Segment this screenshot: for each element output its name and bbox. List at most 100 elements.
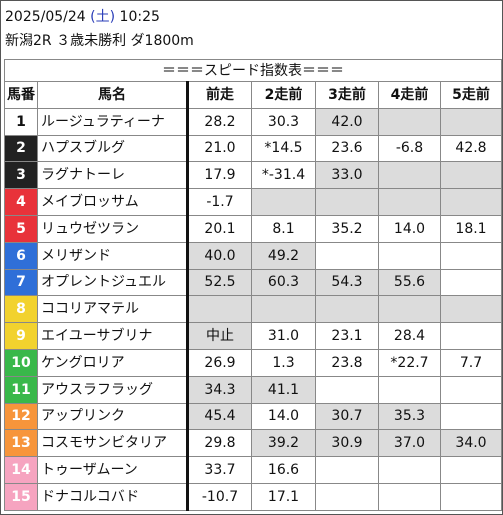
gate-number-cell: 8	[4, 295, 38, 324]
table-row: 4 メイブロッサム -1.7	[4, 188, 502, 216]
speed-index-cell: 23.8	[315, 348, 379, 377]
speed-index-cell: 54.3	[315, 268, 379, 297]
speed-index-cell: 30.9	[315, 429, 379, 458]
speed-index-cell: 14.0	[251, 402, 316, 431]
table-row: 8 ココリアマテル	[4, 295, 502, 324]
speed-index-cell	[440, 295, 502, 324]
horse-name-cell: コスモサンビタリア	[37, 429, 189, 458]
speed-index-cell	[440, 107, 502, 136]
speed-index-cell: 39.2	[251, 429, 316, 458]
horse-name-cell: ケングロリア	[37, 348, 189, 377]
speed-index-table: ＝＝＝スピード指数表＝＝＝ 馬番 馬名 前走 2走前 3走前 4走前 5走前 1 ルージュラテ…	[4, 59, 502, 511]
horse-name-cell: ラグナトーレ	[37, 161, 189, 190]
gate-number-cell: 9	[4, 322, 38, 350]
speed-index-cell: 42.0	[315, 107, 379, 136]
gate-number-cell: 3	[4, 161, 38, 190]
speed-index-cell: 中止	[187, 322, 252, 350]
speed-index-cell: 21.0	[187, 134, 252, 163]
speed-index-cell: -1.7	[187, 188, 252, 216]
horse-name-cell: オプレントジュエル	[37, 268, 189, 297]
speed-index-cell	[378, 107, 441, 136]
gate-number-cell: 4	[4, 188, 38, 216]
speed-index-cell	[315, 295, 379, 324]
column-header-row: 馬番 馬名 前走 2走前 3走前 4走前 5走前	[4, 81, 502, 109]
speed-index-cell	[440, 456, 502, 484]
speed-index-cell: 42.8	[440, 134, 502, 163]
speed-index-cell	[378, 188, 441, 216]
header-gate-number: 馬番	[4, 81, 38, 109]
horse-name-cell: リュウゼツラン	[37, 214, 189, 243]
horse-name-cell: ハプスブルグ	[37, 134, 189, 163]
speed-index-cell: 18.1	[440, 214, 502, 243]
table-row: 15 ドナコルコバド -10.7 17.1	[4, 482, 502, 511]
gate-number-cell: 10	[4, 348, 38, 377]
speed-index-cell	[440, 375, 502, 404]
speed-index-cell: 49.2	[251, 241, 316, 270]
gate-number-cell: 2	[4, 134, 38, 163]
speed-index-cell: 26.9	[187, 348, 252, 377]
race-weekday: 土	[95, 9, 110, 25]
gate-number-cell: 7	[4, 268, 38, 297]
speed-index-cell: 40.0	[187, 241, 252, 270]
speed-index-cell	[378, 482, 441, 511]
speed-index-cell	[315, 456, 379, 484]
speed-index-cell: 23.6	[315, 134, 379, 163]
horse-name-cell: トゥーザムーン	[37, 456, 189, 484]
speed-index-cell: 29.8	[187, 429, 252, 458]
race-day-close: )	[109, 9, 116, 25]
race-datetime: 2025/05/24 (土) 10:25	[5, 8, 160, 26]
horse-name-cell: ココリアマテル	[37, 295, 189, 324]
header-5-races-ago: 5走前	[440, 81, 502, 109]
header-4-races-ago: 4走前	[378, 81, 441, 109]
header-3-races-ago: 3走前	[315, 81, 379, 109]
speed-index-cell	[440, 268, 502, 297]
horse-name-cell: アップリンク	[37, 402, 189, 431]
speed-index-cell	[378, 375, 441, 404]
table-row: 5 リュウゼツラン 20.1 8.1 35.2 14.0 18.1	[4, 214, 502, 243]
speed-index-cell	[440, 482, 502, 511]
horse-name-cell: エイユーサブリナ	[37, 322, 189, 350]
race-day-open: (	[90, 9, 96, 25]
speed-index-cell: 14.0	[378, 214, 441, 243]
speed-index-cell: 23.1	[315, 322, 379, 350]
speed-index-cell: 28.2	[187, 107, 252, 136]
race-time: 10:25	[119, 9, 160, 25]
speed-index-cell: *22.7	[378, 348, 441, 377]
table-row: 2 ハプスブルグ 21.0 *14.5 23.6 -6.8 42.8	[4, 134, 502, 163]
gate-number-cell: 13	[4, 429, 38, 458]
horse-name-cell: メリザンド	[37, 241, 189, 270]
speed-index-cell: *14.5	[251, 134, 316, 163]
speed-index-cell: 52.5	[187, 268, 252, 297]
race-date: 2025/05/24	[5, 9, 86, 25]
speed-index-cell: 17.1	[251, 482, 316, 511]
speed-index-cell	[315, 482, 379, 511]
table-row: 7 オプレントジュエル 52.5 60.3 54.3 55.6	[4, 268, 502, 297]
table-body: 1 ルージュラティーナ 28.2 30.3 42.0 2 ハプスブルグ 21.0 *14.5 23…	[4, 107, 502, 511]
speed-index-cell	[440, 161, 502, 190]
header-horse-name: 馬名	[37, 81, 189, 109]
speed-index-cell: *-31.4	[251, 161, 316, 190]
speed-index-cell: -10.7	[187, 482, 252, 511]
speed-index-cell	[315, 241, 379, 270]
speed-index-cell: 1.3	[251, 348, 316, 377]
table-row: 12 アップリンク 45.4 14.0 30.7 35.3	[4, 402, 502, 431]
speed-index-cell: 55.6	[378, 268, 441, 297]
speed-index-cell: -6.8	[378, 134, 441, 163]
speed-index-cell: 17.9	[187, 161, 252, 190]
speed-index-cell	[251, 295, 316, 324]
speed-index-cell: 31.0	[251, 322, 316, 350]
speed-index-cell: 41.1	[251, 375, 316, 404]
speed-index-cell	[378, 241, 441, 270]
horse-name-cell: アウスラフラッグ	[37, 375, 189, 404]
speed-index-cell: 34.3	[187, 375, 252, 404]
speed-index-cell	[440, 188, 502, 216]
speed-index-cell: 37.0	[378, 429, 441, 458]
table-title: ＝＝＝スピード指数表＝＝＝	[4, 59, 502, 82]
table-row: 9 エイユーサブリナ 中止 31.0 23.1 28.4	[4, 322, 502, 350]
speed-index-cell	[315, 375, 379, 404]
speed-index-cell: 35.2	[315, 214, 379, 243]
race-name: 新潟2R ３歳未勝利 ダ1800m	[5, 33, 194, 49]
speed-index-cell	[440, 322, 502, 350]
speed-index-cell: 60.3	[251, 268, 316, 297]
